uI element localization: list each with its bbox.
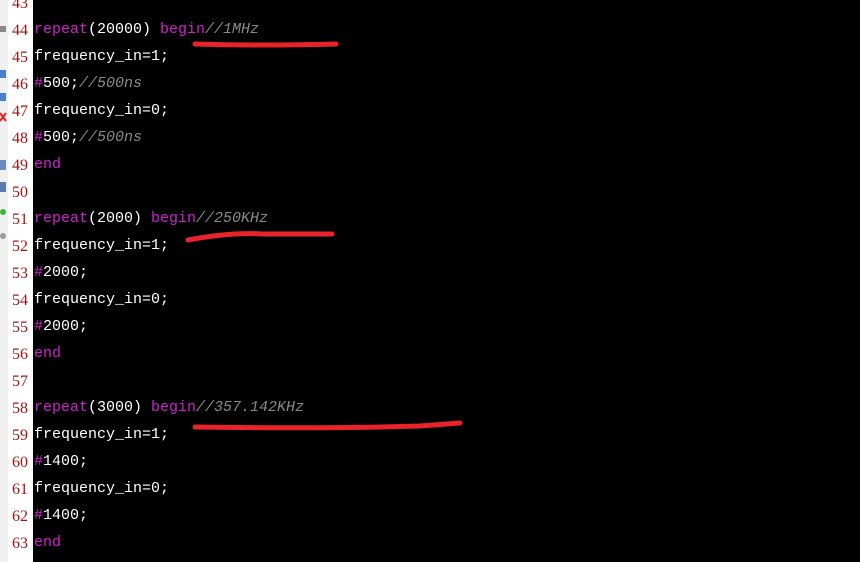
code-token: //250KHz xyxy=(196,210,269,227)
code-area xyxy=(33,0,860,562)
icon xyxy=(0,70,6,78)
line-number: 57 xyxy=(12,373,28,390)
code-token: # xyxy=(34,453,44,470)
code-token: //500ns xyxy=(79,75,143,92)
code-token: 1400; xyxy=(43,453,89,470)
code-token: repeat xyxy=(34,210,89,227)
toolbar-strip xyxy=(0,0,8,562)
code-token: 2000; xyxy=(43,318,89,335)
line-number: 51 xyxy=(12,211,28,228)
code-token: frequency_in=1; xyxy=(34,48,170,65)
code-line: #1400; xyxy=(34,452,88,472)
code-token: (20000) xyxy=(88,21,161,38)
icon xyxy=(0,182,6,192)
red-underline xyxy=(192,41,339,48)
code-token: //1MHz xyxy=(205,21,260,38)
line-number: 50 xyxy=(12,184,28,201)
icon xyxy=(0,233,6,239)
line-number: 58 xyxy=(12,400,28,417)
code-token: 2000; xyxy=(43,264,89,281)
code-line: #2000; xyxy=(34,317,88,337)
red-underline xyxy=(192,420,463,431)
line-number: 49 xyxy=(12,157,28,174)
code-line: repeat(20000) begin//1MHz xyxy=(34,20,259,40)
line-number: 56 xyxy=(12,346,28,363)
code-token: (3000) xyxy=(88,399,152,416)
code-token: # xyxy=(34,318,44,335)
code-line: frequency_in=1; xyxy=(34,236,169,256)
code-token: frequency_in=1; xyxy=(34,237,170,254)
code-token: end xyxy=(34,156,62,173)
code-token: frequency_in=0; xyxy=(34,480,170,497)
code-line: end xyxy=(34,533,61,553)
code-line: end xyxy=(34,344,61,364)
code-token: end xyxy=(34,534,62,551)
code-token: # xyxy=(34,129,44,146)
code-token: (2000) xyxy=(88,210,152,227)
icon xyxy=(0,93,6,101)
line-number: 44 xyxy=(12,22,28,39)
line-number-column xyxy=(8,0,33,562)
code-line: frequency_in=0; xyxy=(34,479,169,499)
line-number: 55 xyxy=(12,319,28,336)
line-number: 62 xyxy=(12,508,28,525)
code-line: frequency_in=0; xyxy=(34,290,169,310)
code-token: begin xyxy=(151,210,197,227)
line-number: 61 xyxy=(12,481,28,498)
code-token: frequency_in=0; xyxy=(34,102,170,119)
code-token: # xyxy=(34,264,44,281)
code-token: frequency_in=0; xyxy=(34,291,170,308)
code-token: //357.142KHz xyxy=(196,399,305,416)
red-underline xyxy=(185,231,335,243)
line-number: 63 xyxy=(12,535,28,552)
line-number: 53 xyxy=(12,265,28,282)
line-number: 59 xyxy=(12,427,28,444)
icon xyxy=(0,209,6,215)
line-number: 60 xyxy=(12,454,28,471)
line-number: 43 xyxy=(12,0,28,12)
code-token: begin xyxy=(151,399,197,416)
code-line: frequency_in=0; xyxy=(34,101,169,121)
code-token: repeat xyxy=(34,21,89,38)
code-line: end xyxy=(34,155,61,175)
line-number: 48 xyxy=(12,130,28,147)
code-token: repeat xyxy=(34,399,89,416)
line-number: 54 xyxy=(12,292,28,309)
icon xyxy=(0,112,7,122)
code-token: # xyxy=(34,507,44,524)
code-line: frequency_in=1; xyxy=(34,47,169,67)
code-line: repeat(3000) begin//357.142KHz xyxy=(34,398,304,418)
icon xyxy=(0,26,6,32)
line-number: 45 xyxy=(12,49,28,66)
code-line: #500;//500ns xyxy=(34,128,142,148)
code-token: //500ns xyxy=(79,129,143,146)
code-token: 500; xyxy=(43,129,80,146)
line-number: 52 xyxy=(12,238,28,255)
code-line: repeat(2000) begin//250KHz xyxy=(34,209,268,229)
code-line: #500;//500ns xyxy=(34,74,142,94)
code-line: #2000; xyxy=(34,263,88,283)
line-number: 47 xyxy=(12,103,28,120)
line-number: 46 xyxy=(12,76,28,93)
code-token: 500; xyxy=(43,75,80,92)
code-token: # xyxy=(34,75,44,92)
code-token: frequency_in=1; xyxy=(34,426,170,443)
code-line: #1400; xyxy=(34,506,88,526)
code-token: 1400; xyxy=(43,507,89,524)
code-line: frequency_in=1; xyxy=(34,425,169,445)
code-token: begin xyxy=(160,21,206,38)
code-token: end xyxy=(34,345,62,362)
icon xyxy=(0,160,6,170)
